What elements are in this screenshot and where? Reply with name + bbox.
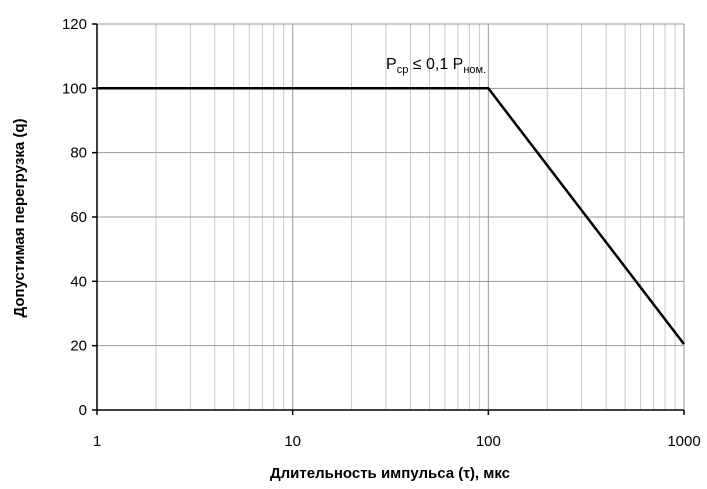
x-tick-label: 10	[284, 433, 301, 450]
x-tick-label: 1000	[667, 433, 700, 450]
x-axis-title: Длительность импульса (τ), мкс	[270, 465, 510, 482]
x-tick-label: 100	[476, 433, 501, 450]
y-tick-label: 0	[79, 402, 87, 419]
y-tick-labels: 0 20 40 60 80 100 120	[62, 16, 87, 419]
annotation-p1: P	[386, 56, 397, 73]
y-tick-label: 60	[70, 209, 87, 226]
x-tick-labels: 1 10 100 1000	[93, 433, 701, 450]
y-tick-label: 120	[62, 16, 87, 33]
y-tick-label: 100	[62, 80, 87, 97]
annotation-p1-sub: ср	[397, 64, 409, 76]
x-tick-label: 1	[93, 433, 101, 450]
series-line	[97, 87, 685, 345]
annotation-p2-sub: ном.	[463, 64, 486, 76]
y-axis-title: Допустимая перегрузка (q)	[11, 118, 28, 317]
y-tick-label: 80	[70, 145, 87, 162]
y-tick-label: 40	[70, 273, 87, 290]
y-tick-label: 20	[70, 338, 87, 355]
series	[97, 87, 685, 345]
annotation: Pср ≤ 0,1 Pном.	[386, 56, 486, 76]
annotation-relation: ≤ 0,1 P	[408, 56, 463, 73]
